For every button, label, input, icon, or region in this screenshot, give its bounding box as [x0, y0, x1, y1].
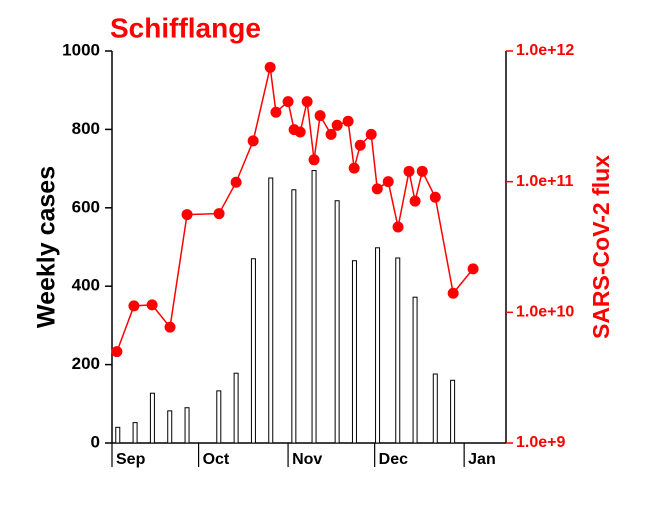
flux-point: [181, 209, 193, 221]
bar: [250, 258, 256, 444]
flux-point: [409, 195, 421, 207]
flux-point: [230, 176, 242, 188]
x-tick-label: Oct: [203, 451, 230, 468]
flux-point: [325, 128, 337, 140]
bar: [167, 410, 173, 444]
y2-tick-label: 1.0e+9: [516, 434, 565, 451]
flux-point: [301, 96, 313, 108]
flux-point: [392, 221, 404, 233]
bar: [432, 373, 438, 444]
bar: [351, 260, 357, 444]
flux-point: [213, 208, 225, 220]
flux-point: [308, 154, 320, 166]
bar: [149, 392, 155, 444]
flux-point: [128, 300, 140, 312]
flux-point: [429, 191, 441, 203]
y2-axis-label: SARS-CoV-2 flux: [588, 155, 614, 339]
flux-point: [416, 165, 428, 177]
flux-point: [146, 299, 158, 311]
bar: [184, 407, 190, 444]
flux-point: [247, 135, 259, 147]
bar: [216, 390, 222, 444]
flux-point: [314, 110, 326, 122]
y-tick-label: 0: [91, 432, 100, 451]
flux-point: [354, 139, 366, 151]
y2-tick-label: 1.0e+12: [516, 42, 574, 59]
y-axis-label: Weekly cases: [33, 166, 61, 328]
y-tick-label: 600: [72, 197, 100, 216]
y-tick-label: 400: [72, 276, 100, 295]
y2-tick-label: 1.0e+10: [516, 304, 574, 321]
bar: [233, 372, 239, 444]
bar: [450, 379, 456, 444]
flux-point: [270, 106, 282, 118]
bar: [291, 189, 297, 444]
x-tick-label: Dec: [379, 451, 408, 468]
flux-point: [111, 346, 123, 358]
bar: [375, 247, 381, 444]
flux-point: [294, 126, 306, 138]
flux-point: [371, 183, 383, 195]
bar: [132, 422, 138, 444]
flux-point: [467, 263, 479, 275]
bar: [395, 257, 401, 444]
y-tick-label: 200: [72, 354, 100, 373]
flux-point: [403, 165, 415, 177]
flux-point: [382, 176, 394, 188]
y-tick-label: 1000: [62, 40, 100, 59]
bar: [412, 296, 418, 444]
x-tick-label: Jan: [468, 451, 496, 468]
flux-point: [348, 162, 360, 174]
flux-point: [264, 61, 276, 73]
bar: [115, 426, 121, 444]
flux-point: [331, 119, 343, 131]
flux-point: [282, 96, 294, 108]
flux-point: [342, 115, 354, 127]
x-tick-label: Sep: [116, 451, 146, 468]
flux-point: [365, 128, 377, 140]
y-tick-label: 800: [72, 119, 100, 138]
bar: [334, 200, 340, 444]
x-tick-label: Nov: [292, 451, 322, 468]
chart-title: Schifflange: [110, 12, 261, 43]
flux-point: [164, 321, 176, 333]
flux-point: [447, 287, 459, 299]
bar: [311, 170, 317, 444]
bar: [268, 177, 274, 444]
y2-tick-label: 1.0e+11: [516, 173, 574, 190]
